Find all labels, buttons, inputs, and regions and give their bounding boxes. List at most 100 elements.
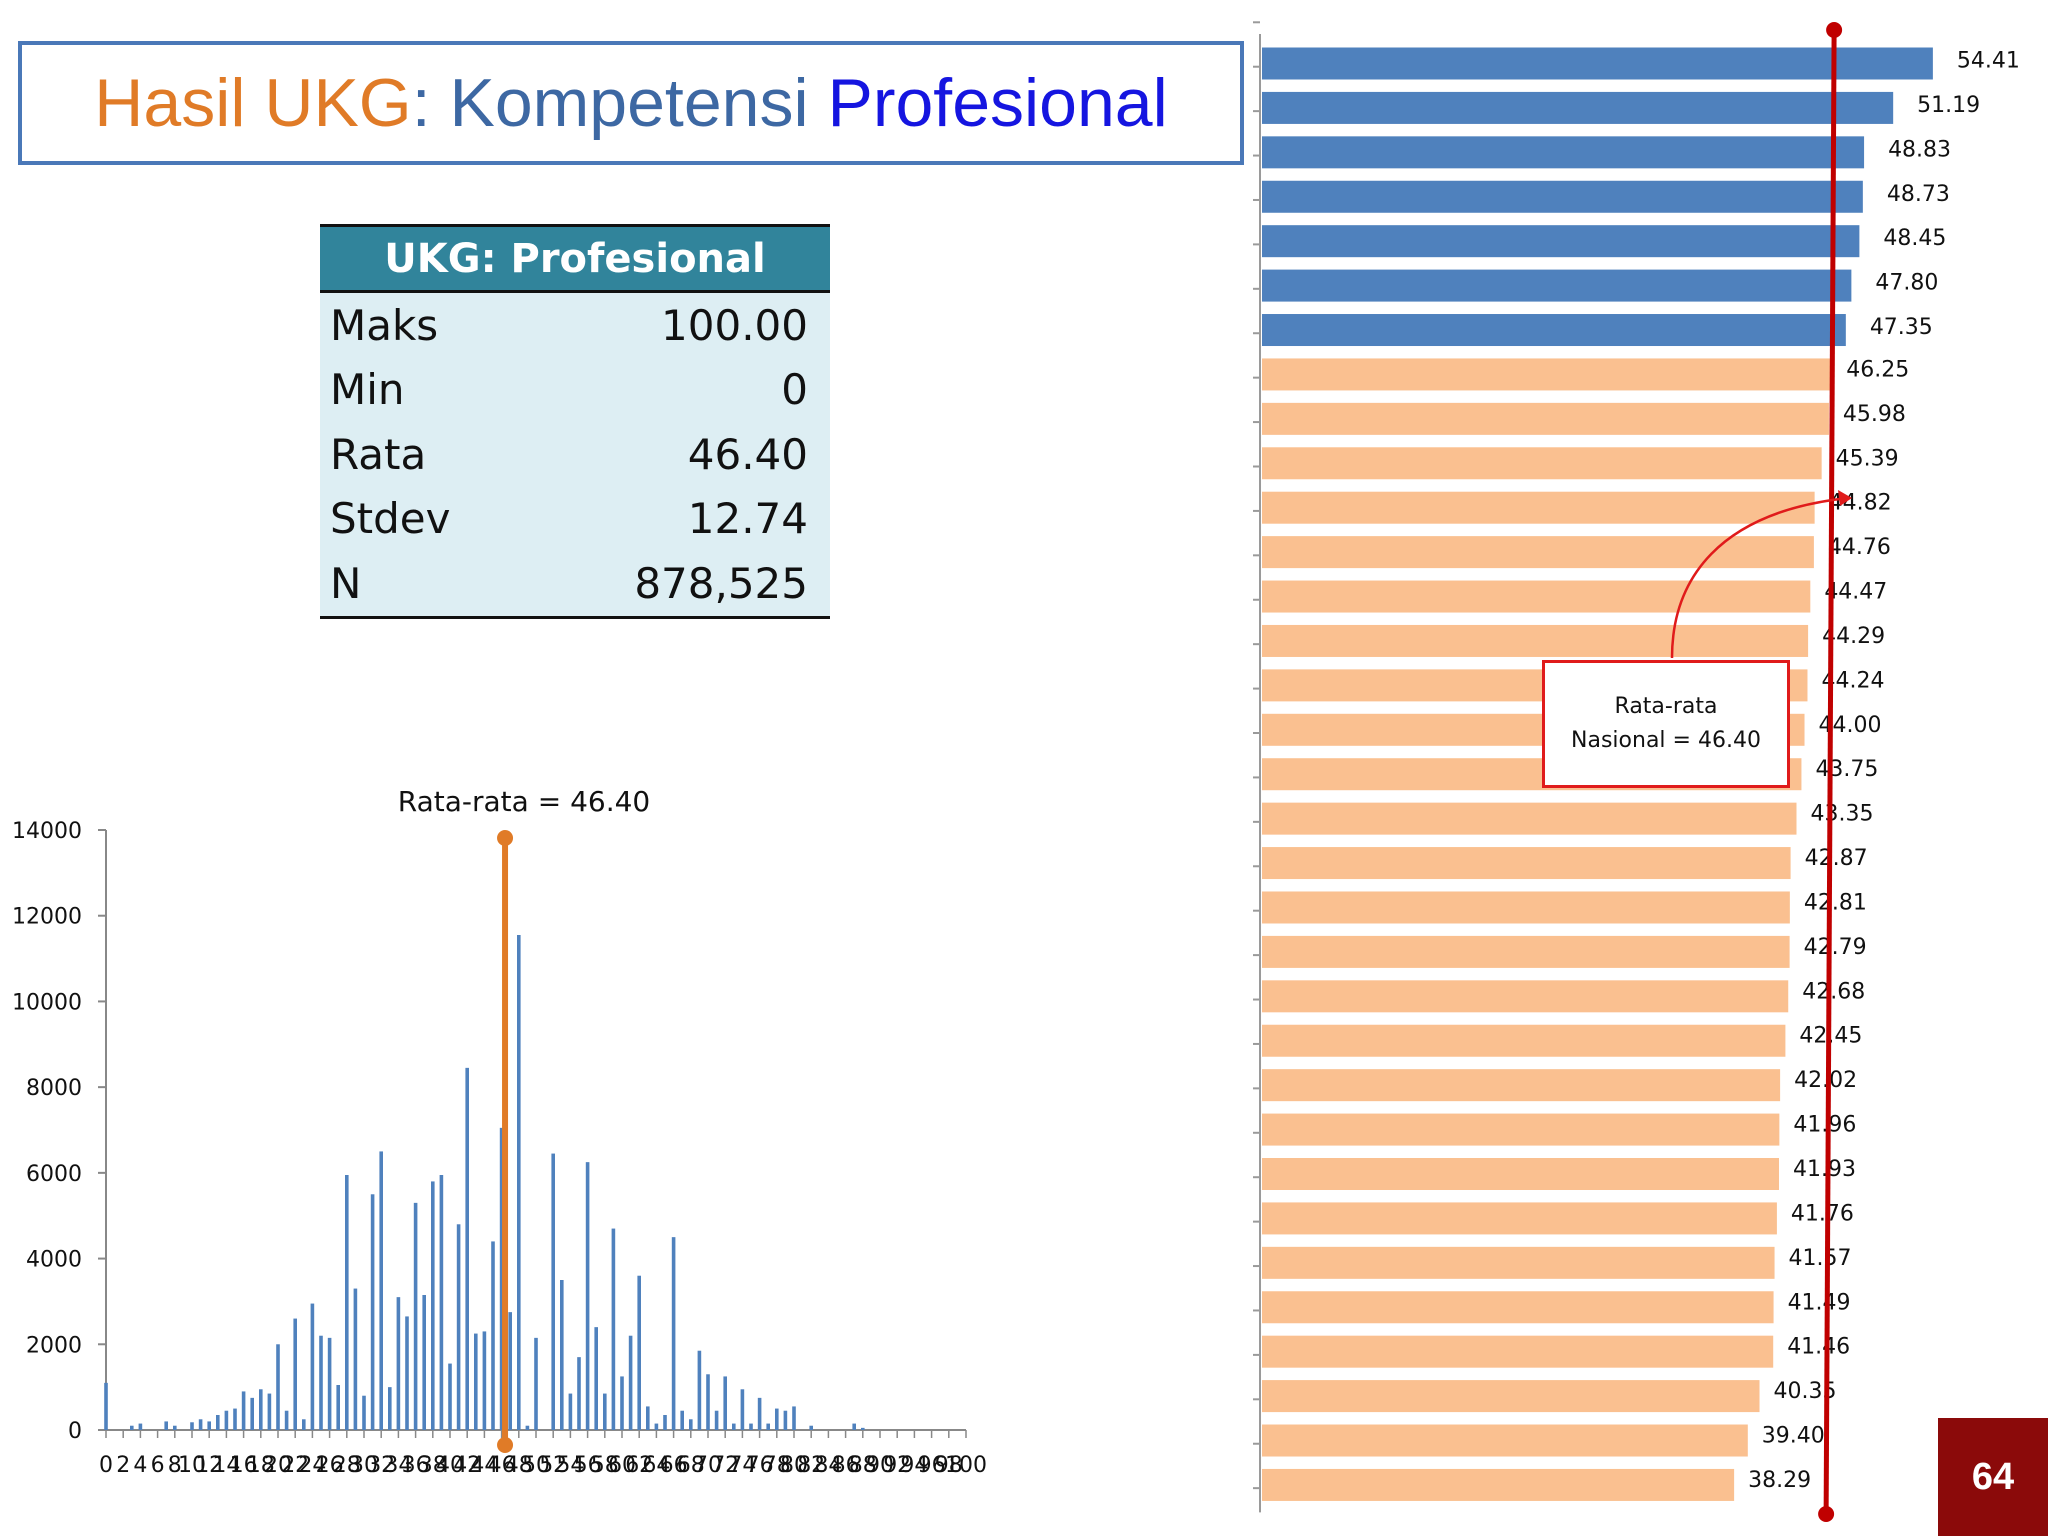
province-value-label: 47.35 — [1870, 315, 1933, 340]
province-bar — [1262, 1246, 1775, 1279]
histogram-bar — [525, 1425, 530, 1430]
province-bar — [1262, 847, 1791, 880]
province-value-label: 48.73 — [1887, 182, 1950, 207]
province-value-label: 41.96 — [1793, 1113, 1856, 1138]
province-value-label: 54.41 — [1957, 49, 2020, 74]
histogram-bar — [207, 1421, 211, 1430]
histogram-bar — [749, 1423, 753, 1430]
histogram-y-tick-label: 0 — [68, 1419, 82, 1444]
national-average-line — [1823, 29, 1837, 1515]
histogram-bar — [327, 1337, 332, 1430]
table-row: Stdev 12.74 — [320, 486, 830, 551]
histogram-bar — [714, 1410, 719, 1430]
province-value-label: 48.83 — [1888, 137, 1951, 162]
histogram-x-tick-label: 76 — [746, 1453, 774, 1478]
histogram-x-tick-label: 58 — [591, 1453, 619, 1478]
province-bar — [1262, 935, 1790, 968]
callout-line-2: Nasional = 46.40 — [1571, 728, 1761, 753]
histogram-bar — [353, 1288, 358, 1430]
histogram-bar — [861, 1427, 865, 1430]
province-value-label: 51.19 — [1917, 93, 1980, 118]
histogram-x-tick-label: 94 — [900, 1453, 928, 1478]
histogram-bar — [190, 1422, 194, 1430]
histogram-bar — [646, 1406, 650, 1430]
histogram-bar — [628, 1335, 633, 1430]
histogram-bar — [594, 1327, 598, 1430]
histogram-bar — [732, 1423, 736, 1430]
histogram-bar — [345, 1175, 349, 1430]
page-number-badge: 64 — [1938, 1418, 2048, 1536]
callout-arrow-head — [1838, 490, 1852, 506]
histogram-bar — [852, 1423, 856, 1430]
histogram-mean-line-top-marker — [497, 830, 514, 846]
province-bar — [1262, 1335, 1774, 1368]
histogram-bar — [809, 1425, 813, 1430]
histogram-bar — [663, 1415, 667, 1430]
province-value-label: 39.40 — [1762, 1424, 1825, 1449]
histogram-x-tick-label: 4 — [133, 1453, 147, 1478]
histogram-x-tick-label: 8 — [168, 1453, 182, 1478]
histogram-bar — [216, 1415, 220, 1430]
histogram-x-tick-label: 6 — [151, 1453, 165, 1478]
province-value-label: 44.47 — [1824, 580, 1887, 605]
histogram-y-tick-label: 6000 — [26, 1162, 82, 1187]
stat-value-stdev: 12.74 — [575, 486, 830, 551]
stat-label-stdev: Stdev — [320, 486, 575, 551]
histogram-bar — [706, 1374, 710, 1430]
histogram-x-tick-label: 92 — [883, 1453, 911, 1478]
histogram-bar — [465, 1067, 469, 1430]
histogram-x-tick-label: 70 — [694, 1453, 722, 1478]
histogram-x-tick-label: 0 — [99, 1453, 113, 1478]
province-bar — [1262, 802, 1797, 835]
stat-label-min: Min — [320, 357, 575, 422]
province-bar — [1262, 891, 1790, 924]
histogram-bar — [259, 1389, 263, 1430]
province-value-label: 38.29 — [1748, 1468, 1811, 1493]
histogram-bar — [508, 1312, 512, 1430]
histogram-mean-line-bottom-marker — [497, 1437, 514, 1453]
province-bar — [1262, 624, 1809, 657]
histogram-x-tick-label: 54 — [556, 1453, 584, 1478]
title-part-kompetensi: : Kompetensi — [411, 65, 809, 141]
histogram-bar — [603, 1393, 607, 1430]
histogram-bar — [241, 1391, 246, 1430]
histogram-bar — [560, 1280, 564, 1430]
histogram-bar — [405, 1316, 409, 1430]
histogram-x-tick-label: 98 — [935, 1453, 963, 1478]
table-row: Rata 46.40 — [320, 422, 830, 487]
histogram-x-tick-label: 28 — [333, 1453, 361, 1478]
histogram-bar — [534, 1337, 538, 1430]
histogram-y-tick-label: 8000 — [26, 1076, 82, 1101]
histogram-mean-label: Rata-rata = 46.40 — [398, 785, 650, 818]
province-bar — [1262, 314, 1846, 347]
histogram-x-tick-label: 46 — [488, 1453, 516, 1478]
table-row: N 878,525 — [320, 551, 830, 619]
province-bar — [1262, 136, 1865, 169]
stat-value-min: 0 — [575, 357, 830, 422]
province-value-label: 45.39 — [1836, 446, 1899, 471]
histogram-x-tick-label: 22 — [281, 1453, 309, 1478]
histogram-y-tick-label: 2000 — [26, 1333, 82, 1358]
province-bar — [1262, 269, 1852, 302]
histogram-bar — [250, 1397, 254, 1430]
table-row: Maks 100.00 — [320, 291, 830, 358]
histogram-bar — [456, 1224, 461, 1430]
national-average-callout: Rata-rata Nasional = 46.40 — [1542, 660, 1790, 788]
histogram-bar — [439, 1175, 444, 1430]
histogram-bar — [422, 1295, 426, 1430]
histogram-x-tick-label: 62 — [625, 1453, 653, 1478]
histogram-bar — [448, 1363, 452, 1430]
histogram-bar — [319, 1335, 323, 1430]
stats-table: UKG: Profesional Maks 100.00 Min 0 Rata … — [320, 224, 830, 619]
histogram-bar — [783, 1410, 788, 1430]
histogram-y-tick-label: 12000 — [12, 905, 82, 930]
province-value-label: 41.93 — [1793, 1157, 1856, 1182]
histogram-x-tick-label: 10 — [178, 1453, 206, 1478]
province-value-label: 41.49 — [1788, 1290, 1851, 1315]
slide-title: Hasil UKG: Kompetensi Profesional — [18, 41, 1244, 165]
province-value-label: 43.35 — [1811, 802, 1874, 827]
stat-label-n: N — [320, 551, 575, 619]
histogram-x-tick-label: 90 — [866, 1453, 894, 1478]
histogram-x-tick-label: 26 — [316, 1453, 344, 1478]
histogram-bar — [198, 1419, 203, 1430]
